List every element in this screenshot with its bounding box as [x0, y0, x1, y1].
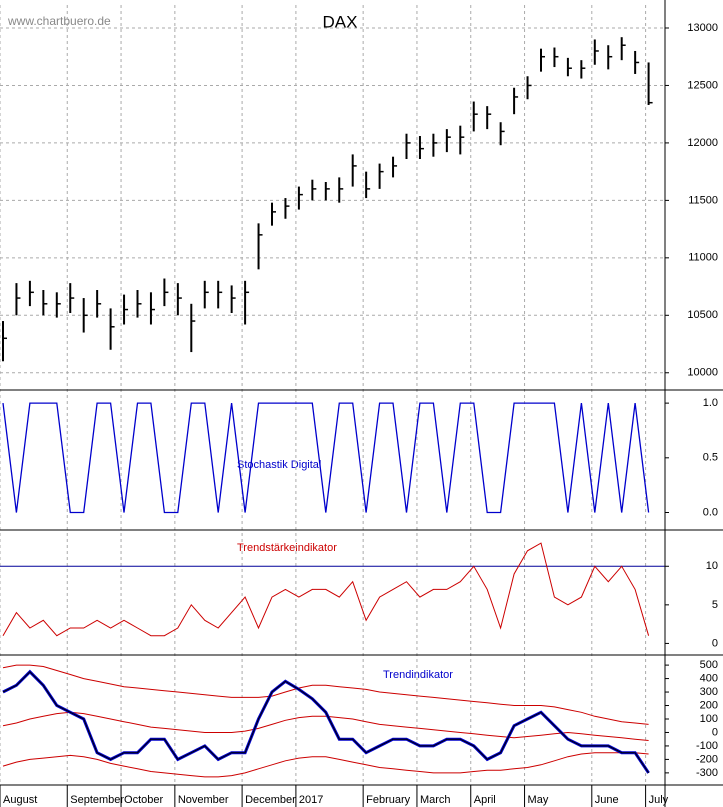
x-tick-label: April: [474, 794, 496, 806]
panel-title: Trendstärkeindikator: [237, 542, 337, 554]
y-tick-label: 11000: [688, 252, 718, 264]
y-tick-label: 0.5: [703, 452, 718, 464]
x-tick-label: August: [3, 794, 37, 806]
trend-line: [2, 669, 650, 774]
band-line: [2, 752, 649, 778]
stochastic-line: [2, 402, 650, 514]
y-tick-label: 200: [700, 699, 718, 711]
x-tick-label: February: [366, 794, 411, 806]
x-tick-label: May: [528, 794, 549, 806]
y-tick-label: 10: [706, 560, 718, 572]
y-tick-label: 13000: [687, 22, 718, 34]
x-tick-label: March: [420, 794, 451, 806]
y-tick-label: -100: [696, 740, 718, 752]
y-tick-label: 500: [700, 659, 718, 671]
y-tick-label: 0: [712, 726, 718, 738]
trend-strength-line: [2, 542, 650, 637]
y-tick-label: 0.0: [703, 506, 718, 518]
y-tick-label: 0: [712, 637, 718, 649]
y-tick-label: 11500: [688, 194, 718, 206]
x-tick-label: September: [70, 794, 124, 806]
x-tick-label: November: [178, 794, 229, 806]
band-line: [2, 711, 649, 741]
y-tick-label: 300: [700, 686, 718, 698]
y-tick-label: -200: [696, 753, 718, 765]
y-tick-label: 12000: [687, 137, 718, 149]
panel-title: Stochastik Digital: [237, 459, 321, 471]
x-tick-label: October: [124, 794, 163, 806]
panel-title: Trendindikator: [383, 669, 453, 681]
y-tick-label: 100: [700, 713, 718, 725]
x-tick-label: 2017: [299, 794, 323, 806]
watermark: www.chartbuero.de: [7, 14, 111, 28]
x-tick-label: July: [649, 794, 669, 806]
y-tick-label: 12500: [687, 79, 718, 91]
y-tick-label: 10000: [687, 367, 718, 379]
x-tick-label: June: [595, 794, 619, 806]
y-tick-label: 1.0: [703, 397, 718, 409]
x-tick-label: December: [245, 794, 296, 806]
y-tick-label: -300: [696, 767, 718, 779]
band-line: [2, 664, 649, 725]
y-tick-label: 5: [712, 599, 718, 611]
y-tick-label: 10500: [687, 309, 718, 321]
y-tick-label: 400: [700, 672, 718, 684]
chart-title: DAX: [323, 12, 358, 31]
band-line: [2, 671, 650, 774]
